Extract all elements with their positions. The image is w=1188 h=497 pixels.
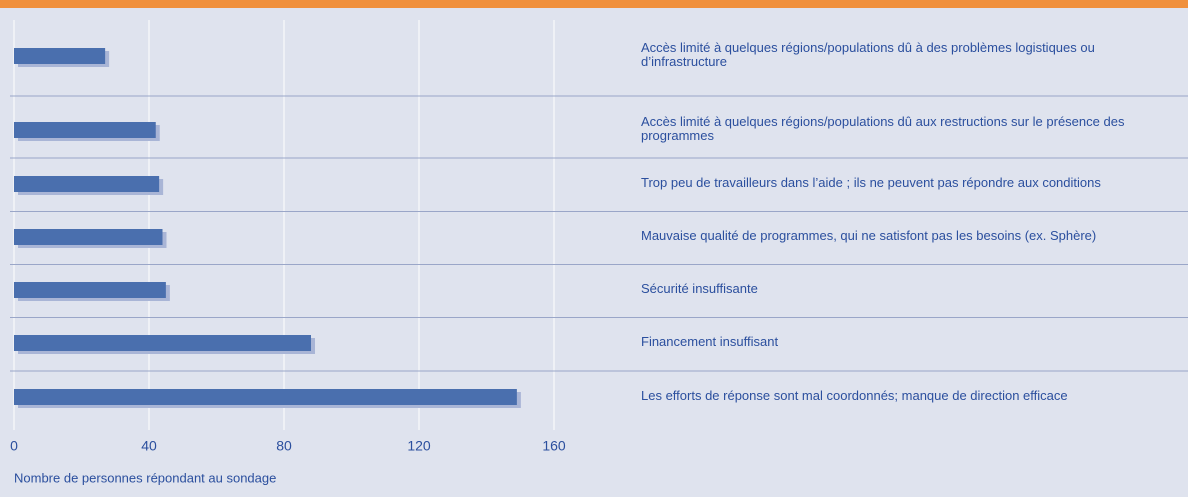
bar xyxy=(14,122,156,138)
x-tick-label: 160 xyxy=(542,438,566,454)
bar xyxy=(14,176,160,192)
top-band xyxy=(0,0,1188,8)
bar xyxy=(14,335,311,351)
bar xyxy=(14,229,163,245)
bar xyxy=(14,282,166,298)
category-label: Accès limité à quelques régions/populati… xyxy=(641,40,1095,69)
x-tick-label: 80 xyxy=(276,438,292,454)
category-label: Accès limité à quelques régions/populati… xyxy=(641,114,1125,143)
category-label: Les efforts de réponse sont mal coordonn… xyxy=(641,388,1068,403)
category-label: Sécurité insuffisante xyxy=(641,281,758,296)
x-axis-label: Nombre de personnes répondant au sondage xyxy=(14,470,276,485)
category-label: Financement insuffisant xyxy=(641,334,779,349)
x-tick-label: 120 xyxy=(407,438,431,454)
x-tick-label: 0 xyxy=(10,438,18,454)
bar xyxy=(14,48,106,64)
category-label: Trop peu de travailleurs dans l’aide ; i… xyxy=(641,175,1101,190)
x-tick-label: 40 xyxy=(141,438,157,454)
bar xyxy=(14,389,517,405)
category-label: Mauvaise qualité de programmes, qui ne s… xyxy=(641,228,1097,243)
